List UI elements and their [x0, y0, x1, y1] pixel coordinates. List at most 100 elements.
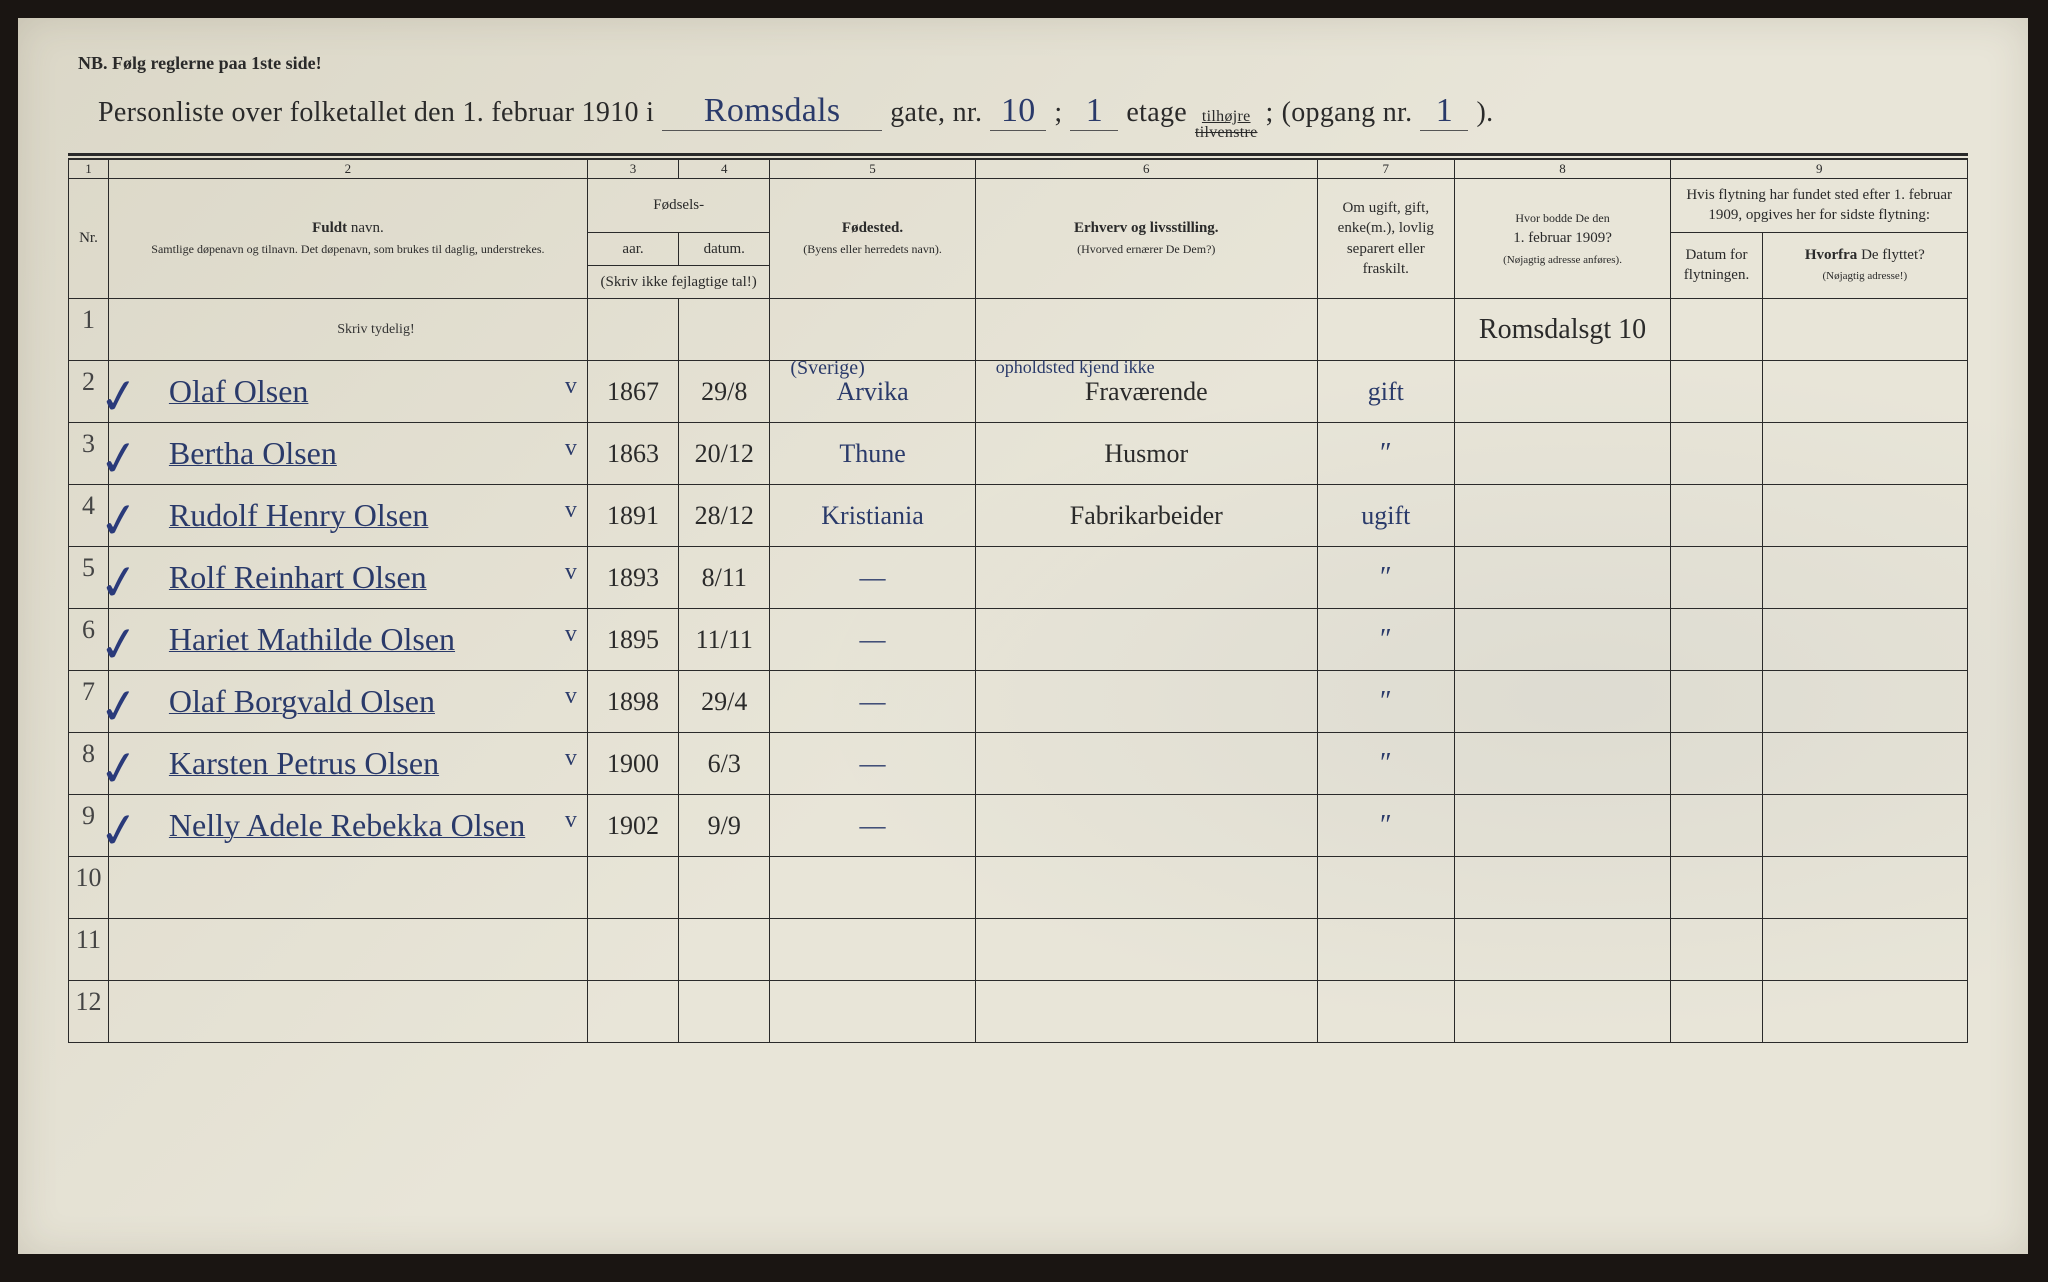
hdr-nr: Nr.	[69, 179, 109, 299]
empty-cell	[975, 857, 1317, 919]
empty-cell	[679, 857, 770, 919]
name-cell: ✓ Karsten Petrus Olsen v	[108, 733, 587, 795]
birthplace: Kristiania	[770, 485, 975, 547]
birth-date: 20/12	[679, 423, 770, 485]
hdr-place: Fødested. (Byens eller herredets navn).	[770, 179, 975, 299]
move-from	[1762, 733, 1967, 795]
v-mark: v	[565, 435, 577, 462]
occupation	[975, 795, 1317, 857]
v-mark: v	[565, 683, 577, 710]
r1-status	[1317, 299, 1454, 361]
house-number: 10	[990, 92, 1046, 131]
place-ditto: —	[860, 625, 886, 654]
hdr-occ-bold: Erhverv og livsstilling.	[1074, 220, 1219, 236]
census-table: 1 2 3 4 5 6 7 8 9 Nr. Fuldt navn. Samtli…	[68, 159, 1968, 1043]
empty-cell	[1317, 919, 1454, 981]
birth-year: 1900	[587, 733, 678, 795]
name-cell: ✓ Olaf Olsen v	[108, 361, 587, 423]
move-from	[1762, 361, 1967, 423]
header-row-1: Nr. Fuldt navn. Samtlige døpenavn og til…	[69, 179, 1968, 233]
table-row: 4 ✓ Rudolf Henry Olsen v 1891 28/12 Kris…	[69, 485, 1968, 547]
rule-thick	[68, 153, 1968, 156]
birth-year: 1902	[587, 795, 678, 857]
person-name: Rudolf Henry Olsen	[169, 497, 429, 533]
r1-movefrom	[1762, 299, 1967, 361]
move-date	[1671, 361, 1762, 423]
occupation: Fabrikarbeider	[975, 485, 1317, 547]
move-date	[1671, 547, 1762, 609]
empty-cell	[679, 919, 770, 981]
empty-cell	[770, 919, 975, 981]
birth-year: 1867	[587, 361, 678, 423]
ditto-mark: ″	[1380, 810, 1392, 841]
place-note-above: (Sverige)	[790, 357, 864, 380]
name-cell: ✓ Rolf Reinhart Olsen v	[108, 547, 587, 609]
place-ditto: —	[860, 811, 886, 840]
colnum-9: 9	[1671, 160, 1968, 179]
r1-occ	[975, 299, 1317, 361]
semicolon2: ;	[1266, 97, 1274, 129]
place-ditto: —	[860, 563, 886, 592]
nb-instruction: NB. Følg reglerne paa 1ste side!	[78, 53, 1968, 74]
census-document: NB. Følg reglerne paa 1ste side! Personl…	[18, 18, 2028, 1254]
birth-year: 1893	[587, 547, 678, 609]
row-nr-1: 1	[69, 299, 109, 361]
birth-date: 28/12	[679, 485, 770, 547]
marital-status: ″	[1317, 423, 1454, 485]
birth-date: 29/8	[679, 361, 770, 423]
data-rows-body: 2 ✓ Olaf Olsen v 1867 29/8 (Sverige)Arvi…	[69, 361, 1968, 857]
colnum-7: 7	[1317, 160, 1454, 179]
birth-year: 1863	[587, 423, 678, 485]
hdr-move-from-sub: (Nøjagtig adresse!)	[1823, 270, 1908, 282]
title-prefix: Personliste over folketallet den 1. febr…	[98, 97, 654, 129]
birth-year: 1895	[587, 609, 678, 671]
hdr-birth-note: (Skriv ikke fejlagtige tal!)	[587, 265, 769, 298]
semicolon: ;	[1054, 97, 1062, 129]
empty-cell	[587, 919, 678, 981]
hdr-move-from: Hvorfra De flyttet? (Nøjagtig adresse!)	[1762, 232, 1967, 299]
table-row: 5 ✓ Rolf Reinhart Olsen v 1893 8/11 — ″	[69, 547, 1968, 609]
move-date	[1671, 423, 1762, 485]
empty-cell	[1671, 857, 1762, 919]
colnum-6: 6	[975, 160, 1317, 179]
empty-name	[108, 919, 587, 981]
name-cell: ✓ Hariet Mathilde Olsen v	[108, 609, 587, 671]
check-mark-icon: ✓	[95, 800, 143, 861]
skriv-tydelig-text: Skriv tydelig!	[169, 322, 583, 338]
move-from	[1762, 547, 1967, 609]
empty-cell	[587, 857, 678, 919]
place-value: Thune	[839, 439, 905, 468]
floor-number: 1	[1070, 92, 1118, 131]
name-cell: ✓ Nelly Adele Rebekka Olsen v	[108, 795, 587, 857]
move-date	[1671, 485, 1762, 547]
prev-address	[1454, 609, 1671, 671]
marital-status: gift	[1317, 361, 1454, 423]
v-mark: v	[565, 621, 577, 648]
hdr-year: aar.	[587, 232, 678, 265]
status-value: gift	[1368, 377, 1404, 406]
hdr-place-bold: Fødested.	[842, 220, 903, 236]
person-name: Hariet Mathilde Olsen	[169, 621, 455, 657]
birthplace: —	[770, 733, 975, 795]
etage-label: etage	[1126, 97, 1187, 129]
row-nr: 12	[69, 981, 109, 1043]
occ-note-above: opholdsted kjend ikke	[996, 357, 1155, 378]
check-mark-icon: ✓	[95, 428, 143, 489]
column-number-row: 1 2 3 4 5 6 7 8 9	[69, 160, 1968, 179]
row-1-instruction: 1 Skriv tydelig! Romsdalsgt 10	[69, 299, 1968, 361]
table-row: 6 ✓ Hariet Mathilde Olsen v 1895 11/11 —…	[69, 609, 1968, 671]
hdr-status: Om ugift, gift, enke(m.), lovlig separer…	[1317, 179, 1454, 299]
place-value: Kristiania	[821, 501, 924, 530]
hdr-name-rest: navn.	[347, 220, 384, 236]
street-name: Romsdals	[662, 92, 882, 131]
empty-cell	[1317, 857, 1454, 919]
move-from	[1762, 423, 1967, 485]
check-mark-icon: ✓	[95, 552, 143, 613]
empty-cell	[1762, 919, 1967, 981]
v-mark: v	[565, 559, 577, 586]
side-right: tilhøjre	[1202, 108, 1251, 125]
marital-status: ″	[1317, 733, 1454, 795]
empty-cell	[1454, 919, 1671, 981]
hdr-move-from-bold: Hvorfra	[1805, 247, 1857, 263]
move-from	[1762, 485, 1967, 547]
